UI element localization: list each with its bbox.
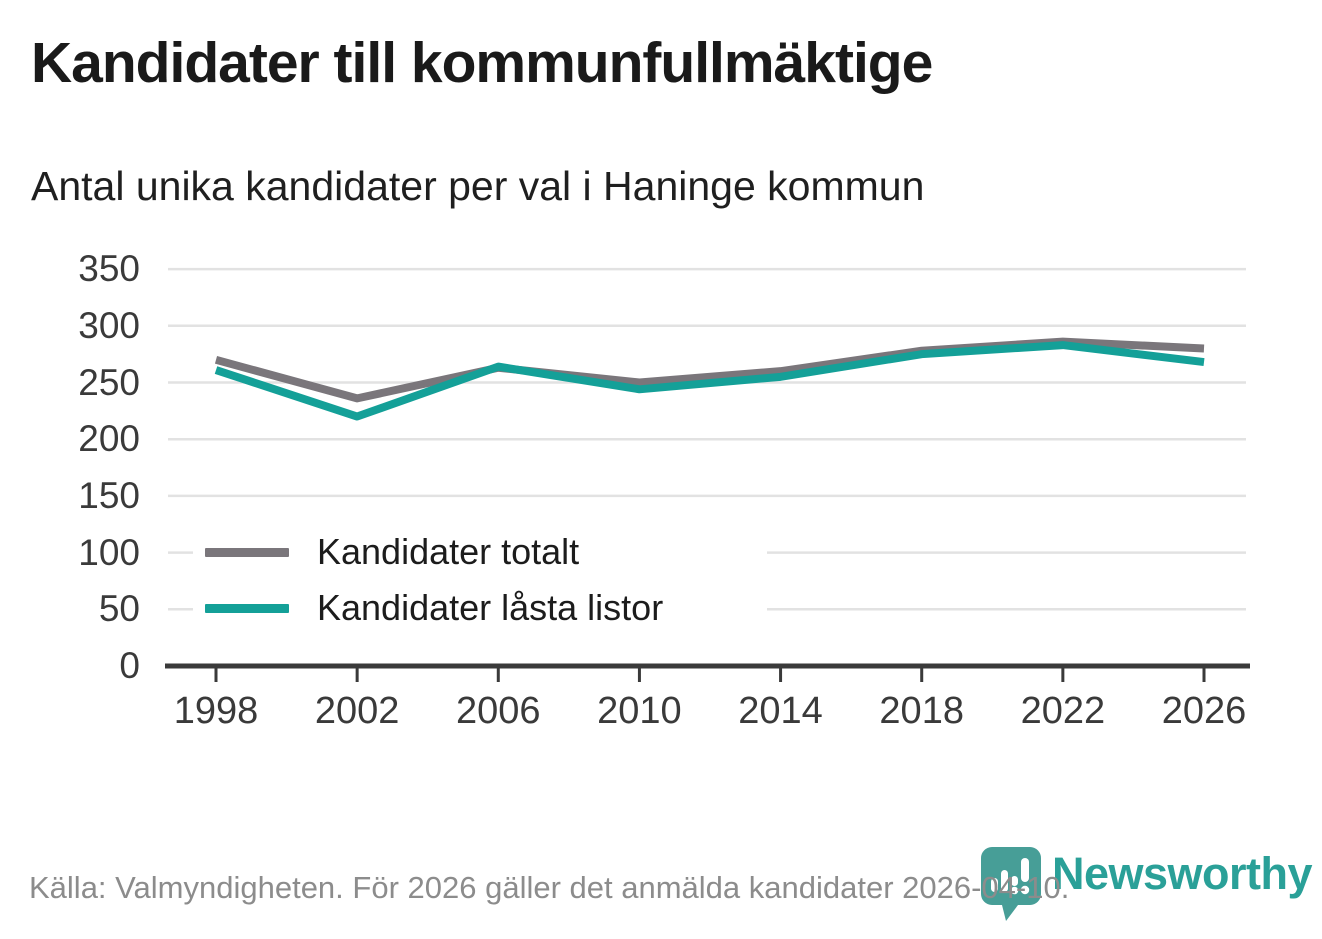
legend-label-locked-lists: Kandidater låsta listor — [317, 587, 664, 628]
newsworthy-logo-icon — [981, 847, 1041, 921]
y-tick-label-200: 200 — [78, 418, 140, 460]
source-note: Källa: Valmyndigheten. För 2026 gäller d… — [29, 870, 1070, 905]
y-tick-label-300: 300 — [78, 304, 140, 346]
x-tick-label-2010: 2010 — [597, 690, 682, 732]
y-tick-label-350: 350 — [78, 248, 140, 290]
series-line-0 — [214, 337, 1205, 403]
x-tick-label-2022: 2022 — [1020, 690, 1106, 732]
x-tick-label-2026: 2026 — [1161, 690, 1247, 732]
legend-swatch-teal — [205, 603, 289, 613]
chart-title: Kandidater till kommunfullmäktige — [31, 31, 933, 95]
legend-swatch-gray — [205, 547, 289, 557]
legend-item-total: Kandidater totalt — [205, 524, 767, 580]
y-tick-label-150: 150 — [78, 474, 140, 516]
newsworthy-wordmark: Newsworthy — [1052, 848, 1313, 899]
x-tick-label-2018: 2018 — [879, 690, 964, 732]
y-tick-label-50: 50 — [98, 588, 140, 630]
series-line-1 — [214, 341, 1205, 421]
x-tick-label-2014: 2014 — [738, 690, 823, 732]
x-tick-label-1998: 1998 — [173, 690, 259, 732]
y-tick-label-0: 0 — [119, 645, 140, 686]
legend-item-locked-lists: Kandidater låsta listor — [205, 580, 767, 636]
x-tick-label-2006: 2006 — [456, 690, 541, 732]
y-tick-label-100: 100 — [78, 531, 140, 573]
legend: Kandidater totalt Kandidater låsta listo… — [193, 518, 767, 646]
chart-subtitle: Antal unika kandidater per val i Haninge… — [31, 163, 925, 209]
x-tick-label-2002: 2002 — [314, 690, 400, 732]
y-tick-label-250: 250 — [78, 361, 140, 403]
legend-label-total: Kandidater totalt — [317, 531, 580, 572]
